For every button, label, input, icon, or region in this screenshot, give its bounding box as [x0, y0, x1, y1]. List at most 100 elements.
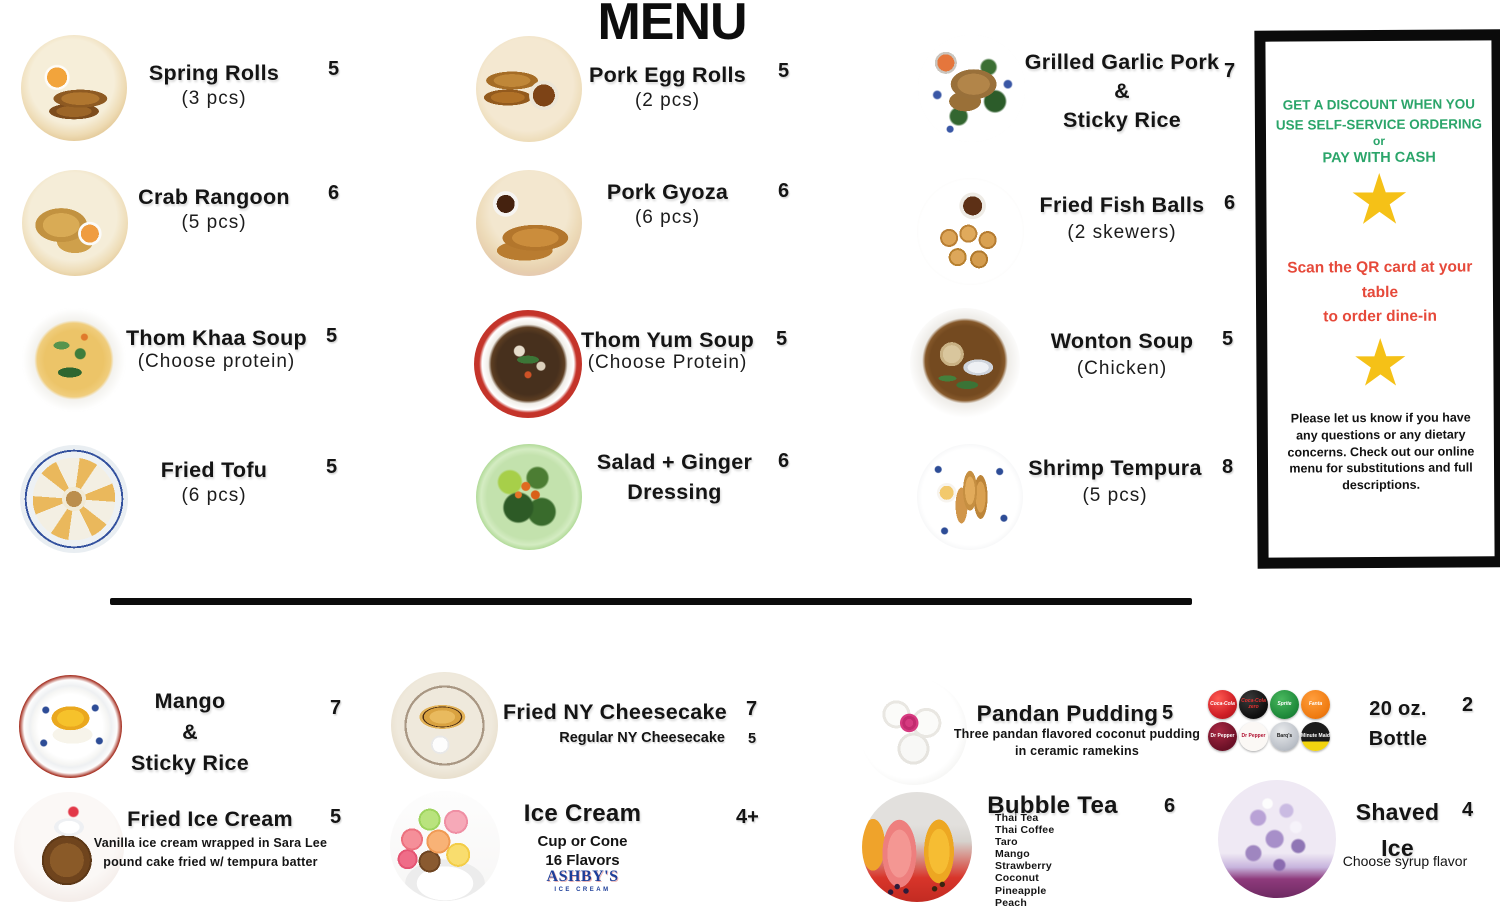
item-name: Spring Rolls: [148, 61, 280, 85]
item-name: Thom Khaa Soup: [126, 326, 307, 350]
flavor-item: Pineapple: [995, 884, 1047, 897]
item-price: 6: [1224, 192, 1236, 214]
thom-yum-soup-photo: [474, 310, 582, 418]
item-name: Wonton Soup: [1050, 329, 1194, 353]
flavor-item: Taro: [995, 836, 1018, 849]
item-sub: (5 pcs): [181, 212, 247, 233]
item-name: Pork Gyoza: [606, 180, 729, 204]
shrimp-tempura-photo: [917, 444, 1023, 550]
item-price: 5: [326, 456, 338, 478]
crab-rangoon-photo: [22, 170, 128, 276]
item-price: 6: [778, 180, 790, 202]
pork-egg-rolls-photo: [476, 36, 582, 142]
item-price: 2: [1462, 694, 1474, 716]
regular-cheesecake-price: 5: [748, 731, 757, 747]
cap-label: Barq's: [1276, 732, 1293, 739]
flavor-item: Thai Tea: [995, 812, 1039, 824]
item-name: Pandan Pudding: [976, 701, 1159, 726]
item-sub: (Chicken): [1076, 358, 1168, 379]
item-sub: (6 pcs): [634, 207, 701, 228]
diet-dr-pepper-cap: Dr Pepper: [1239, 722, 1268, 751]
soda-caps: Coca-Cola Coca-Cola zero Sprite Fanta Dr…: [1208, 690, 1332, 754]
item-name: Pork Egg Rolls: [588, 63, 747, 87]
cap-label: Coca-Cola: [1210, 700, 1235, 707]
coca-cola-zero-cap: Coca-Cola zero: [1239, 690, 1268, 719]
ice-cream-sub2: 16 Flavors: [545, 852, 620, 869]
star-icon: ★: [1354, 330, 1407, 397]
grilled-garlic-pork-photo: [918, 35, 1025, 142]
bubble-tea-photo: [862, 792, 972, 902]
bubble-tea-flavor-list: Thai Tea Thai Coffee Taro Mango Strawber…: [995, 812, 1145, 909]
item-sub: (3 pcs): [181, 88, 247, 109]
item-name: Fried Ice Cream: [127, 807, 293, 831]
salad-photo: [476, 444, 582, 550]
sprite-cap: Sprite: [1270, 690, 1299, 719]
promo-discount-text: GET A DISCOUNT WHEN YOU USE SELF-SERVICE…: [1275, 96, 1482, 133]
item-price: 5: [1222, 328, 1234, 350]
item-name: Fried Tofu: [160, 458, 268, 482]
flavor-item: Thai Coffee: [995, 824, 1055, 837]
item-name: Fried NY Cheesecake: [502, 700, 727, 724]
item-price: 8: [1222, 456, 1234, 478]
item-name: Shrimp Tempura: [1028, 456, 1202, 480]
flavor-item: Mango: [995, 848, 1030, 861]
minute-maid-cap: Minute Maid: [1301, 722, 1330, 751]
ice-cream-sub1: Cup or Cone: [537, 833, 628, 850]
item-name: Bubble Tea: [987, 792, 1118, 819]
item-price: 5: [776, 328, 788, 350]
promo-qr-text: Scan the QR card at your table to order …: [1287, 258, 1473, 326]
item-name: Grilled Garlic Pork & Sticky Rice: [1024, 50, 1220, 132]
page-title: MENU: [597, 0, 747, 51]
flavor-item: Coconut: [995, 872, 1039, 885]
item-sub: (2 skewers): [1067, 222, 1177, 243]
dr-pepper-cap: Dr Pepper: [1208, 722, 1237, 751]
cap-label: Dr Pepper: [1241, 732, 1266, 739]
item-sub: (5 pcs): [1082, 485, 1148, 506]
section-divider: [110, 598, 1192, 605]
regular-cheesecake-label: Regular NY Cheesecake: [559, 730, 725, 746]
barqs-cap: Barq's: [1270, 722, 1299, 751]
promo-or-text: or: [1372, 133, 1386, 149]
cap-label: Fanta: [1308, 700, 1323, 707]
pork-gyoza-photo: [476, 170, 582, 276]
shaved-ice-photo: [1218, 780, 1336, 898]
item-sub: (6 pcs): [181, 485, 247, 506]
ashbys-logo: ASHBY'S ICE CREAM: [525, 868, 640, 893]
item-sub: (2 pcs): [634, 90, 701, 111]
item-price: 5: [778, 60, 790, 82]
item-price: 7: [746, 698, 758, 720]
item-name: Thom Yum Soup: [580, 328, 755, 352]
spring-rolls-photo: [21, 35, 127, 141]
star-icon: ★: [1351, 165, 1408, 236]
item-price: 6: [1164, 795, 1176, 817]
item-name: Salad + Ginger Dressing: [596, 450, 753, 504]
item-price: 4+: [736, 806, 759, 828]
item-price: 7: [330, 697, 342, 719]
thom-khaa-soup-photo: [22, 308, 126, 412]
fried-ny-cheesecake-photo: [391, 672, 498, 779]
item-name: Crab Rangoon: [138, 185, 290, 209]
fried-tofu-photo: [20, 445, 128, 553]
pandan-pudding-photo: [860, 678, 967, 785]
item-price: 7: [1224, 60, 1236, 82]
item-price: 5: [328, 58, 340, 80]
item-price: 6: [778, 450, 790, 472]
promo-note-text: Please let us know if you have any quest…: [1287, 410, 1475, 493]
fanta-cap: Fanta: [1301, 690, 1330, 719]
promo-panel: GET A DISCOUNT WHEN YOU USE SELF-SERVICE…: [1254, 29, 1500, 569]
fried-fish-balls-photo: [917, 178, 1024, 285]
item-name: Mango & Sticky Rice: [130, 689, 250, 775]
item-price: 5: [1162, 702, 1174, 724]
wonton-soup-photo: [910, 308, 1020, 418]
shaved-ice-sub: Choose syrup flavor: [1342, 853, 1468, 869]
fried-ice-cream-photo: [14, 792, 124, 902]
ice-cream-photo: [390, 791, 500, 901]
flavor-item: Peach: [995, 896, 1027, 909]
item-price: 5: [330, 806, 342, 828]
mango-sticky-rice-photo: [19, 675, 122, 778]
cap-label: Sprite: [1277, 700, 1292, 707]
item-name: 20 oz. Bottle: [1368, 698, 1428, 750]
item-description: Three pandan flavored coconut pudding in…: [953, 727, 1201, 758]
coca-cola-cap: Coca-Cola: [1208, 690, 1237, 719]
